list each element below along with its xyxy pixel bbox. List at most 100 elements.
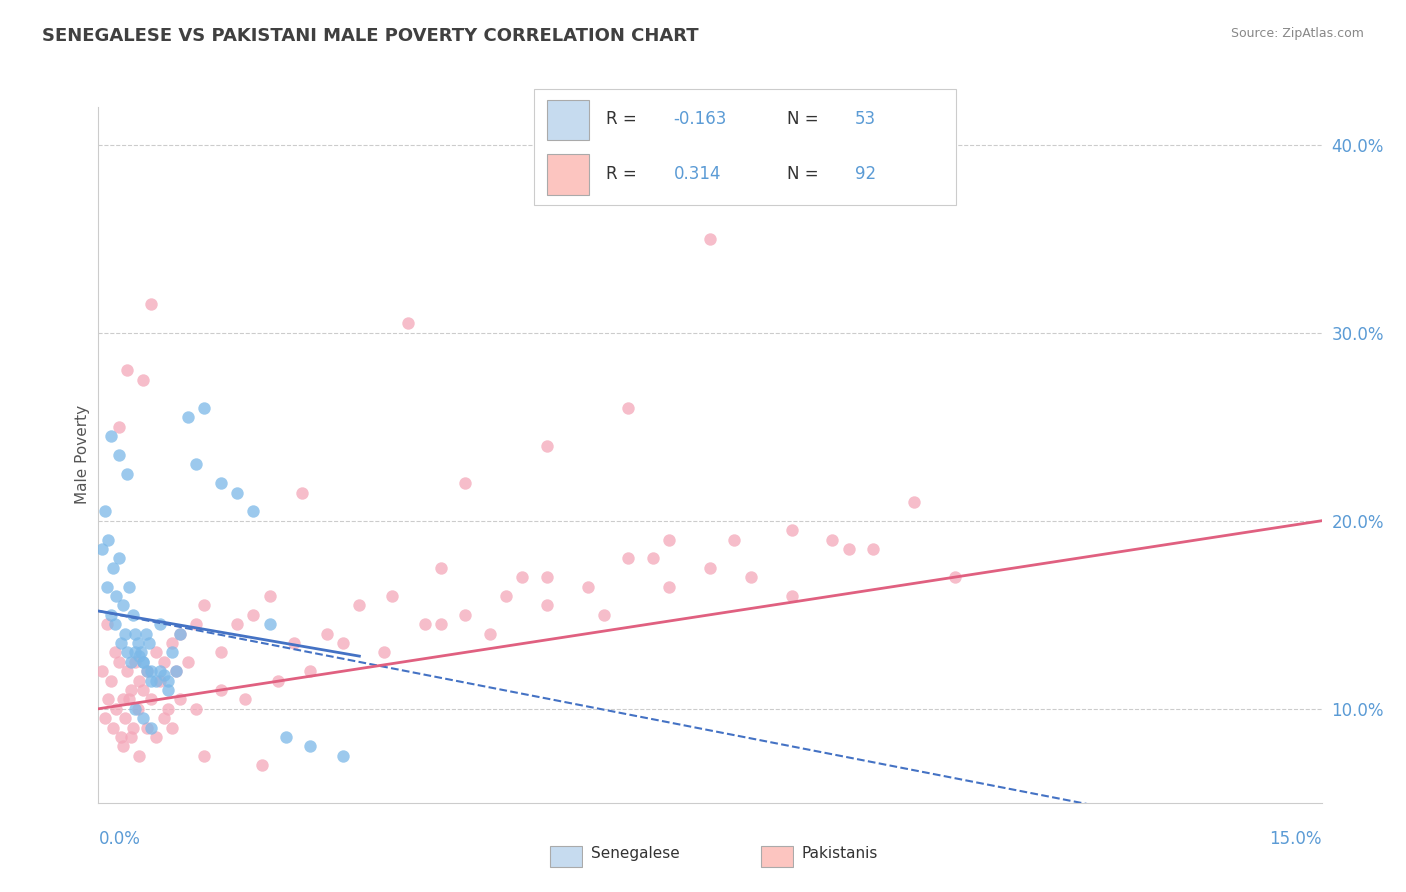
Point xyxy=(160,721,183,735)
Point xyxy=(430,617,453,632)
Point xyxy=(149,673,172,688)
Point xyxy=(165,664,187,678)
Point xyxy=(641,551,664,566)
Point xyxy=(149,617,172,632)
Point xyxy=(658,533,681,547)
Point xyxy=(152,668,174,682)
FancyBboxPatch shape xyxy=(547,154,589,194)
Point xyxy=(177,655,200,669)
Text: 53: 53 xyxy=(855,111,876,128)
Point xyxy=(115,664,138,678)
Point xyxy=(699,232,721,246)
Text: Source: ZipAtlas.com: Source: ZipAtlas.com xyxy=(1230,27,1364,40)
Point xyxy=(110,636,132,650)
Point xyxy=(111,739,134,754)
Point xyxy=(91,664,114,678)
Point xyxy=(193,599,215,613)
Point xyxy=(780,523,803,537)
Point xyxy=(108,419,131,434)
Point xyxy=(128,748,150,763)
Point xyxy=(97,692,120,706)
Text: 0.0%: 0.0% xyxy=(98,830,141,847)
Point xyxy=(169,692,191,706)
Point xyxy=(495,589,517,603)
Point xyxy=(512,570,534,584)
Point xyxy=(127,702,149,716)
Text: Senegalese: Senegalese xyxy=(591,847,679,861)
Point xyxy=(862,541,884,556)
Point xyxy=(430,560,453,574)
Point xyxy=(617,401,640,415)
Point xyxy=(156,683,179,698)
Point xyxy=(186,458,208,472)
Point xyxy=(138,636,160,650)
Point xyxy=(177,410,200,425)
Point xyxy=(332,748,354,763)
Point xyxy=(115,645,138,659)
Point xyxy=(91,541,114,556)
Point xyxy=(267,673,290,688)
Point xyxy=(141,673,163,688)
Point xyxy=(160,636,183,650)
Point xyxy=(94,711,117,725)
Point xyxy=(132,711,155,725)
Point xyxy=(120,655,142,669)
Point xyxy=(104,645,127,659)
Text: R =: R = xyxy=(606,111,637,128)
Point xyxy=(97,533,120,547)
Point xyxy=(186,702,208,716)
Point xyxy=(121,721,143,735)
Point xyxy=(283,636,305,650)
FancyBboxPatch shape xyxy=(550,846,582,867)
Point xyxy=(740,570,762,584)
Point xyxy=(593,607,616,622)
Text: 92: 92 xyxy=(855,165,876,183)
Point xyxy=(136,664,159,678)
Point xyxy=(115,363,138,377)
Point xyxy=(226,485,249,500)
Text: N =: N = xyxy=(787,111,818,128)
Point xyxy=(156,702,179,716)
Point xyxy=(821,533,844,547)
Point xyxy=(128,673,150,688)
Text: N =: N = xyxy=(787,165,818,183)
Point xyxy=(373,645,395,659)
Point xyxy=(169,626,191,640)
Point xyxy=(132,655,155,669)
Point xyxy=(127,636,149,650)
Point xyxy=(132,683,155,698)
Point xyxy=(617,551,640,566)
Point xyxy=(135,626,157,640)
Point xyxy=(226,617,249,632)
Point xyxy=(838,541,860,556)
Point xyxy=(110,730,132,744)
Point xyxy=(136,664,159,678)
Point xyxy=(250,758,273,772)
Point xyxy=(299,664,322,678)
Point xyxy=(209,645,232,659)
Point xyxy=(536,570,558,584)
Text: Pakistanis: Pakistanis xyxy=(801,847,877,861)
Point xyxy=(903,495,925,509)
Point xyxy=(145,730,167,744)
Point xyxy=(101,721,124,735)
Point xyxy=(124,702,146,716)
Point xyxy=(108,551,131,566)
Point xyxy=(141,664,163,678)
Point xyxy=(381,589,404,603)
Point xyxy=(149,664,172,678)
Y-axis label: Male Poverty: Male Poverty xyxy=(75,405,90,505)
Point xyxy=(96,580,118,594)
Text: 15.0%: 15.0% xyxy=(1270,830,1322,847)
Point xyxy=(136,721,159,735)
Point xyxy=(699,560,721,574)
Point xyxy=(156,673,179,688)
Point xyxy=(100,429,122,443)
Point xyxy=(233,692,256,706)
Point xyxy=(396,316,419,330)
Point xyxy=(104,617,127,632)
Point xyxy=(114,711,136,725)
Point xyxy=(299,739,322,754)
Point xyxy=(413,617,436,632)
Point xyxy=(115,467,138,481)
